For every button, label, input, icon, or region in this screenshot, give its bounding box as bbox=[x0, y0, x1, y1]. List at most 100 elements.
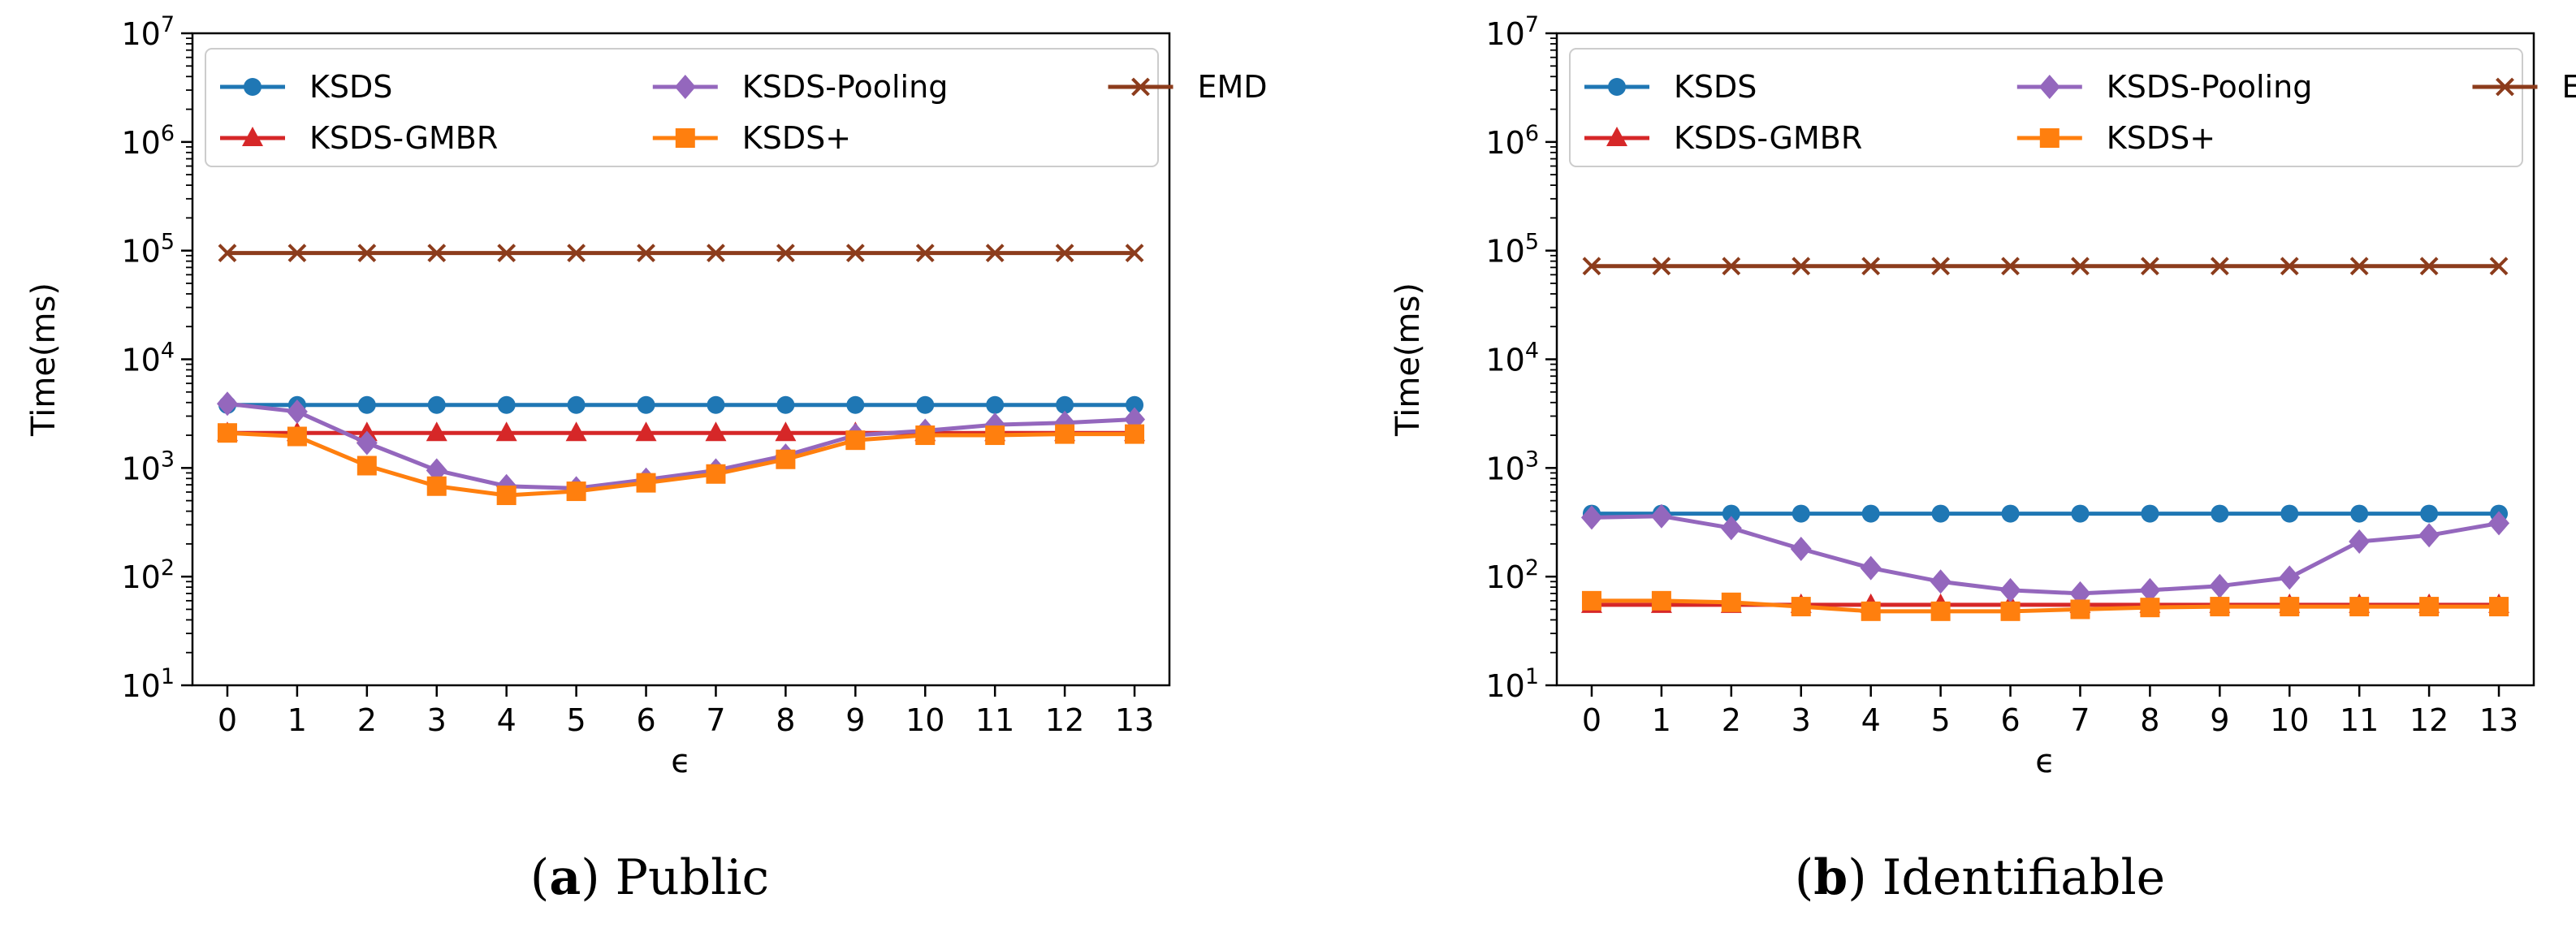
panel-caption: (a) Public bbox=[530, 849, 769, 906]
legend-label-ksds: KSDS+ bbox=[742, 120, 851, 156]
legend-label-ksds: KSDS bbox=[1674, 69, 1757, 105]
data-point-ksds bbox=[428, 396, 446, 414]
x-tick-label: 13 bbox=[2479, 702, 2518, 738]
data-point-ksds bbox=[1862, 505, 1880, 523]
y-tick-label: 101 bbox=[1485, 664, 1539, 704]
series-emd bbox=[219, 245, 1143, 261]
legend-label-emd: EMD bbox=[1198, 69, 1268, 105]
x-tick-label: 3 bbox=[427, 702, 447, 738]
data-point-ksds-pooling bbox=[1930, 569, 1951, 594]
y-tick-label: 104 bbox=[1485, 339, 1539, 378]
legend-marker-ksds bbox=[676, 128, 695, 148]
data-point-ksds bbox=[637, 473, 656, 493]
data-point-ksds bbox=[2141, 505, 2159, 523]
data-point-ksds bbox=[2070, 599, 2090, 619]
legend-label-ksds: KSDS+ bbox=[2107, 120, 2215, 156]
x-tick-label: 5 bbox=[1931, 702, 1951, 738]
data-point-ksds bbox=[358, 396, 376, 414]
data-point-ksds bbox=[916, 396, 934, 414]
data-point-ksds bbox=[2071, 505, 2089, 523]
data-point-ksds bbox=[1125, 425, 1144, 444]
x-axis-label: ϵ bbox=[2035, 743, 2055, 780]
legend: KSDS KSDS-GMBR KSDS-Pooling KSDS+ EMD bbox=[1570, 49, 2576, 166]
series-ksds-pooling bbox=[1581, 504, 2509, 606]
x-axis-label: ϵ bbox=[671, 743, 691, 780]
legend-label-ksds-pooling: KSDS-Pooling bbox=[742, 69, 949, 105]
data-point-ksds bbox=[287, 427, 307, 447]
data-point-ksds bbox=[1055, 425, 1074, 444]
x-tick-label: 13 bbox=[1115, 702, 1154, 738]
legend-label-ksds-gmbr: KSDS-GMBR bbox=[309, 120, 498, 156]
data-point-ksds bbox=[846, 396, 864, 414]
data-point-ksds-pooling bbox=[1651, 504, 1672, 529]
data-point-ksds bbox=[2280, 597, 2299, 616]
legend-marker-ksds bbox=[1608, 78, 1626, 96]
data-point-ksds bbox=[1652, 591, 1671, 611]
series-emd bbox=[1584, 258, 2507, 274]
data-point-ksds bbox=[498, 396, 516, 414]
y-tick-label: 102 bbox=[121, 555, 175, 595]
y-tick-label: 102 bbox=[1485, 555, 1539, 595]
data-point-ksds bbox=[218, 423, 237, 443]
y-tick-label: 101 bbox=[121, 664, 175, 704]
y-axis-label: Time(ms) bbox=[1390, 283, 1427, 437]
legend-label-ksds-gmbr: KSDS-GMBR bbox=[1674, 120, 1862, 156]
panel-caption: (b) Identifiable bbox=[1795, 849, 2165, 906]
data-point-ksds bbox=[357, 456, 377, 475]
series-ksds bbox=[218, 396, 1143, 414]
data-point-ksds bbox=[2280, 505, 2298, 523]
y-tick-label: 105 bbox=[121, 230, 175, 270]
x-tick-label: 10 bbox=[905, 702, 944, 738]
data-point-ksds bbox=[2211, 505, 2228, 523]
x-tick-label: 6 bbox=[636, 702, 655, 738]
x-tick-label: 4 bbox=[497, 702, 516, 738]
data-point-ksds-pooling bbox=[2349, 529, 2370, 554]
x-tick-label: 0 bbox=[1582, 702, 1601, 738]
data-point-ksds bbox=[845, 430, 865, 450]
data-point-ksds bbox=[1792, 597, 1811, 616]
data-point-ksds bbox=[567, 481, 586, 501]
legend: KSDS KSDS-GMBR KSDS-Pooling KSDS+ EMD bbox=[205, 49, 1268, 166]
data-point-ksds bbox=[427, 477, 447, 496]
x-tick-label: 0 bbox=[218, 702, 237, 738]
data-point-ksds-pooling bbox=[1791, 537, 1812, 561]
x-tick-label: 1 bbox=[1652, 702, 1671, 738]
legend-label-ksds-pooling: KSDS-Pooling bbox=[2107, 69, 2313, 105]
data-point-ksds bbox=[2210, 597, 2229, 616]
data-point-ksds bbox=[2349, 597, 2369, 616]
data-point-ksds bbox=[497, 486, 516, 505]
data-point-ksds bbox=[1722, 593, 1741, 612]
legend-label-ksds: KSDS bbox=[309, 69, 392, 105]
data-point-ksds bbox=[2002, 505, 2020, 523]
legend-label-emd: EMD bbox=[2562, 69, 2576, 105]
data-point-ksds bbox=[986, 396, 1004, 414]
x-tick-label: 7 bbox=[2070, 702, 2090, 738]
series-ksds bbox=[1583, 505, 2508, 523]
y-tick-label: 104 bbox=[121, 339, 175, 378]
y-axis-label: Time(ms) bbox=[25, 283, 63, 437]
data-point-ksds bbox=[706, 464, 725, 484]
x-tick-label: 6 bbox=[2000, 702, 2020, 738]
data-point-ksds-pooling bbox=[1861, 556, 1882, 581]
data-point-ksds bbox=[2140, 598, 2159, 617]
data-point-ksds bbox=[1582, 591, 1601, 611]
x-tick-label: 3 bbox=[1792, 702, 1811, 738]
y-tick-label: 106 bbox=[121, 121, 175, 161]
y-tick-label: 103 bbox=[1485, 447, 1539, 486]
y-tick-label: 107 bbox=[121, 12, 175, 52]
series-ksds bbox=[218, 423, 1144, 505]
data-point-ksds bbox=[985, 425, 1005, 445]
x-tick-label: 2 bbox=[1722, 702, 1741, 738]
x-tick-label: 11 bbox=[2340, 702, 2379, 738]
data-point-ksds-pooling bbox=[2418, 523, 2440, 547]
x-tick-label: 1 bbox=[287, 702, 307, 738]
data-point-ksds bbox=[2001, 602, 2021, 621]
data-point-ksds bbox=[776, 396, 794, 414]
data-point-ksds-pooling bbox=[217, 391, 238, 416]
x-tick-label: 8 bbox=[776, 702, 795, 738]
data-point-ksds bbox=[2420, 505, 2438, 523]
